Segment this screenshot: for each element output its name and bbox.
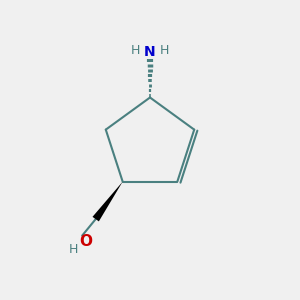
Text: N: N (144, 45, 156, 58)
Text: H: H (160, 44, 169, 57)
Text: H: H (68, 243, 78, 256)
Text: O: O (79, 233, 92, 248)
Polygon shape (92, 182, 123, 221)
Text: H: H (131, 44, 140, 57)
